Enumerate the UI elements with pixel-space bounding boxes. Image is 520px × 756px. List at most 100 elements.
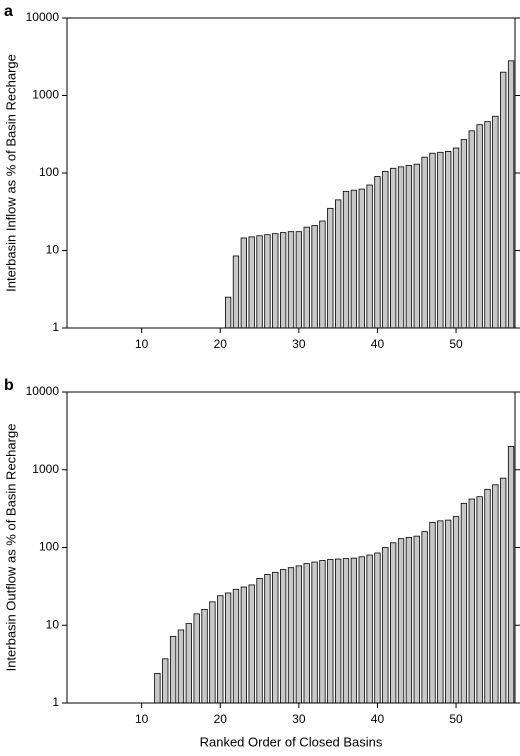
x-tick-label: 20 xyxy=(214,337,228,351)
bar xyxy=(429,152,436,329)
bar xyxy=(303,226,310,329)
bar xyxy=(169,635,177,704)
x-tick-label: 10 xyxy=(135,337,149,351)
bar xyxy=(335,558,342,704)
bar xyxy=(311,561,318,704)
y-tick-label: 1000 xyxy=(32,88,59,102)
bar xyxy=(162,658,169,704)
bar xyxy=(405,536,413,704)
bar xyxy=(374,552,381,704)
bar xyxy=(358,188,365,329)
y-tick-label: 10 xyxy=(46,243,60,257)
bar xyxy=(500,71,507,329)
bar xyxy=(264,234,271,329)
bar xyxy=(177,629,185,704)
bar xyxy=(287,231,295,329)
bar xyxy=(492,115,499,329)
bar xyxy=(468,498,475,704)
bar xyxy=(445,519,452,704)
y-tick-label: 1000 xyxy=(32,462,59,476)
y-tick-label: 10 xyxy=(46,617,60,631)
bar xyxy=(311,225,318,329)
bar xyxy=(366,554,373,704)
bar xyxy=(240,237,247,329)
y-tick-label: 10000 xyxy=(26,10,60,24)
bar xyxy=(452,516,460,704)
bar xyxy=(468,130,475,329)
bar xyxy=(484,488,491,704)
bar xyxy=(390,167,397,329)
bar xyxy=(350,557,358,704)
bar xyxy=(342,190,350,329)
x-tick-label: 30 xyxy=(292,337,306,351)
bar xyxy=(335,199,342,329)
bar xyxy=(492,484,499,704)
bar xyxy=(295,231,303,329)
bar xyxy=(256,578,263,704)
bar xyxy=(382,170,389,329)
bar xyxy=(366,184,373,329)
x-tick-label: 50 xyxy=(449,337,463,351)
bar xyxy=(358,556,365,704)
bar xyxy=(397,538,405,704)
bar xyxy=(319,220,326,329)
bar xyxy=(279,232,287,329)
bar xyxy=(460,139,468,329)
bar xyxy=(272,571,279,704)
x-tick-label: 40 xyxy=(371,337,385,351)
bar xyxy=(185,623,192,704)
y-tick-label: 1 xyxy=(52,695,59,709)
bar xyxy=(295,565,303,704)
bar xyxy=(154,673,161,704)
x-tick-label: 50 xyxy=(449,712,463,726)
bar xyxy=(421,531,428,704)
bar xyxy=(437,151,444,329)
bar xyxy=(248,584,255,704)
bar xyxy=(429,522,436,704)
bar xyxy=(405,165,413,329)
bar xyxy=(256,235,263,329)
panel-label: b xyxy=(4,377,14,394)
bar xyxy=(327,559,334,704)
y-axis-label: Interbasin Inflow as % of Basin Recharge xyxy=(3,54,18,292)
bar xyxy=(279,569,287,704)
bar xyxy=(437,520,444,704)
bar xyxy=(327,207,334,329)
bar xyxy=(507,60,515,329)
bar xyxy=(382,547,389,704)
bar xyxy=(232,588,240,704)
bar xyxy=(476,124,483,329)
bar xyxy=(303,563,310,704)
bar xyxy=(445,150,452,329)
bar xyxy=(264,574,271,704)
bar xyxy=(413,163,420,329)
bar xyxy=(319,560,326,704)
y-tick-label: 1 xyxy=(52,320,59,334)
bar xyxy=(224,296,232,329)
x-axis-label: Ranked Order of Closed Basins xyxy=(200,734,383,749)
y-tick-label: 100 xyxy=(39,165,59,179)
bar xyxy=(217,595,224,704)
bar xyxy=(500,477,507,704)
bar xyxy=(507,445,515,704)
bar xyxy=(272,233,279,329)
bar xyxy=(193,613,200,704)
y-tick-label: 100 xyxy=(39,540,59,554)
bar xyxy=(484,121,491,329)
bar xyxy=(397,166,405,329)
bar xyxy=(342,558,350,704)
bar xyxy=(374,176,381,329)
bar xyxy=(452,147,460,329)
bar xyxy=(460,502,468,704)
y-tick-label: 10000 xyxy=(26,384,60,398)
x-tick-label: 30 xyxy=(292,712,306,726)
bar xyxy=(209,601,216,704)
bar xyxy=(421,156,428,329)
bar xyxy=(248,236,255,329)
x-tick-label: 10 xyxy=(135,712,149,726)
panel-label: a xyxy=(4,3,13,20)
bar xyxy=(476,496,483,704)
x-tick-label: 40 xyxy=(371,712,385,726)
bar xyxy=(413,535,420,704)
